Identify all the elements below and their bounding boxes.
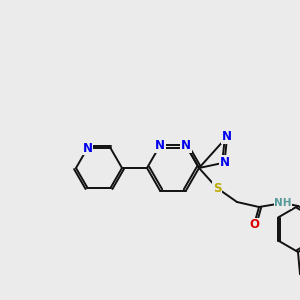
Text: O: O (249, 218, 259, 232)
Text: N: N (222, 130, 232, 143)
Text: N: N (219, 156, 230, 169)
Text: N: N (82, 142, 92, 154)
Text: NH: NH (274, 198, 292, 208)
Text: N: N (155, 139, 165, 152)
Text: N: N (181, 139, 191, 152)
Text: S: S (213, 182, 221, 194)
